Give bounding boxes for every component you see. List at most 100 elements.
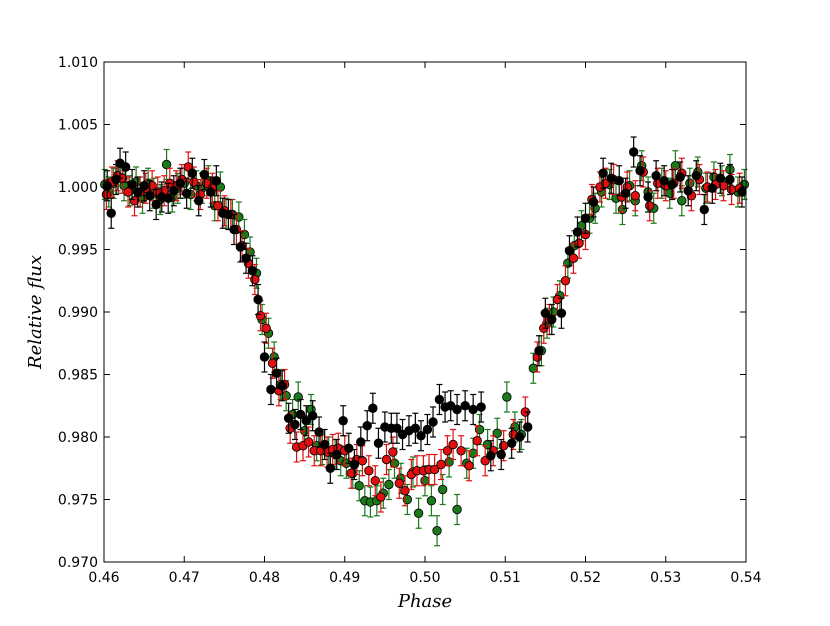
data-point [460, 390, 470, 422]
marker [552, 294, 563, 305]
marker [364, 466, 374, 476]
data-point [635, 155, 645, 187]
marker [394, 478, 405, 488]
data-point [145, 180, 155, 212]
marker [295, 409, 306, 420]
data-point [373, 427, 384, 459]
marker [432, 526, 442, 536]
marker [683, 186, 693, 196]
data-point [486, 440, 496, 472]
data-point [675, 161, 685, 193]
y-tick-label: 0.990 [58, 305, 98, 321]
marker [628, 147, 639, 157]
data-point [303, 426, 314, 458]
data-point [187, 157, 197, 189]
marker [127, 179, 137, 190]
marker [283, 413, 294, 423]
data-point [235, 231, 246, 263]
data-point [699, 193, 709, 226]
marker [556, 308, 567, 318]
data-point [725, 163, 735, 196]
data-point [620, 177, 631, 209]
plot-area [100, 136, 750, 547]
data-point [283, 402, 294, 434]
marker [357, 456, 368, 466]
marker [645, 201, 655, 211]
marker [574, 238, 584, 248]
data-point [253, 283, 263, 316]
data-point [364, 455, 374, 487]
marker [737, 187, 747, 197]
data-point [332, 438, 342, 471]
marker [356, 437, 366, 447]
data-point [472, 425, 482, 457]
data-point [370, 465, 380, 497]
marker [271, 368, 282, 378]
data-point [365, 486, 376, 518]
marker [506, 438, 517, 448]
y-tick-label: 0.995 [58, 243, 98, 259]
marker [120, 162, 131, 172]
marker [346, 468, 356, 478]
marker [643, 192, 653, 202]
data-point [707, 172, 717, 204]
data-point [502, 381, 512, 413]
marker [452, 504, 462, 515]
data-point [737, 176, 747, 208]
marker [163, 193, 173, 203]
marker [588, 197, 599, 207]
marker [349, 459, 360, 470]
marker [181, 188, 192, 198]
data-point [448, 428, 458, 461]
marker [534, 346, 544, 356]
marker [392, 423, 402, 433]
data-point [319, 428, 330, 461]
marker [620, 188, 631, 198]
data-point [376, 481, 386, 513]
marker [161, 159, 172, 170]
marker [193, 196, 204, 206]
x-tick-label: 0.53 [650, 570, 681, 586]
data-point [338, 405, 348, 437]
y-tick-label: 1.000 [58, 180, 98, 196]
data-point [400, 475, 410, 507]
marker [253, 294, 263, 305]
data-point [277, 370, 287, 402]
data-point [468, 393, 478, 426]
marker [496, 449, 506, 460]
data-point [307, 400, 318, 432]
data-point [384, 468, 394, 501]
data-point [568, 242, 579, 274]
marker [106, 208, 116, 218]
marker [319, 439, 330, 450]
data-point [120, 151, 131, 183]
data-point [266, 373, 276, 406]
marker [572, 227, 583, 237]
data-point [677, 185, 687, 217]
marker [514, 432, 525, 442]
marker [659, 176, 669, 186]
data-point [643, 181, 653, 213]
data-point [169, 175, 179, 207]
marker [598, 168, 608, 178]
marker [370, 476, 380, 486]
marker [102, 181, 112, 191]
marker [428, 417, 438, 427]
data-point [556, 297, 567, 329]
marker [630, 191, 640, 201]
data-point [261, 312, 271, 344]
marker [235, 242, 246, 252]
marker [301, 416, 311, 426]
marker [388, 447, 398, 457]
data-point [127, 168, 137, 201]
marker [442, 446, 453, 456]
marker [133, 187, 143, 197]
data-point [572, 216, 583, 248]
marker [699, 204, 709, 215]
data-point [614, 165, 624, 197]
data-point [102, 170, 112, 202]
plot-frame [103, 61, 747, 563]
marker [420, 476, 430, 486]
data-point [362, 410, 372, 442]
